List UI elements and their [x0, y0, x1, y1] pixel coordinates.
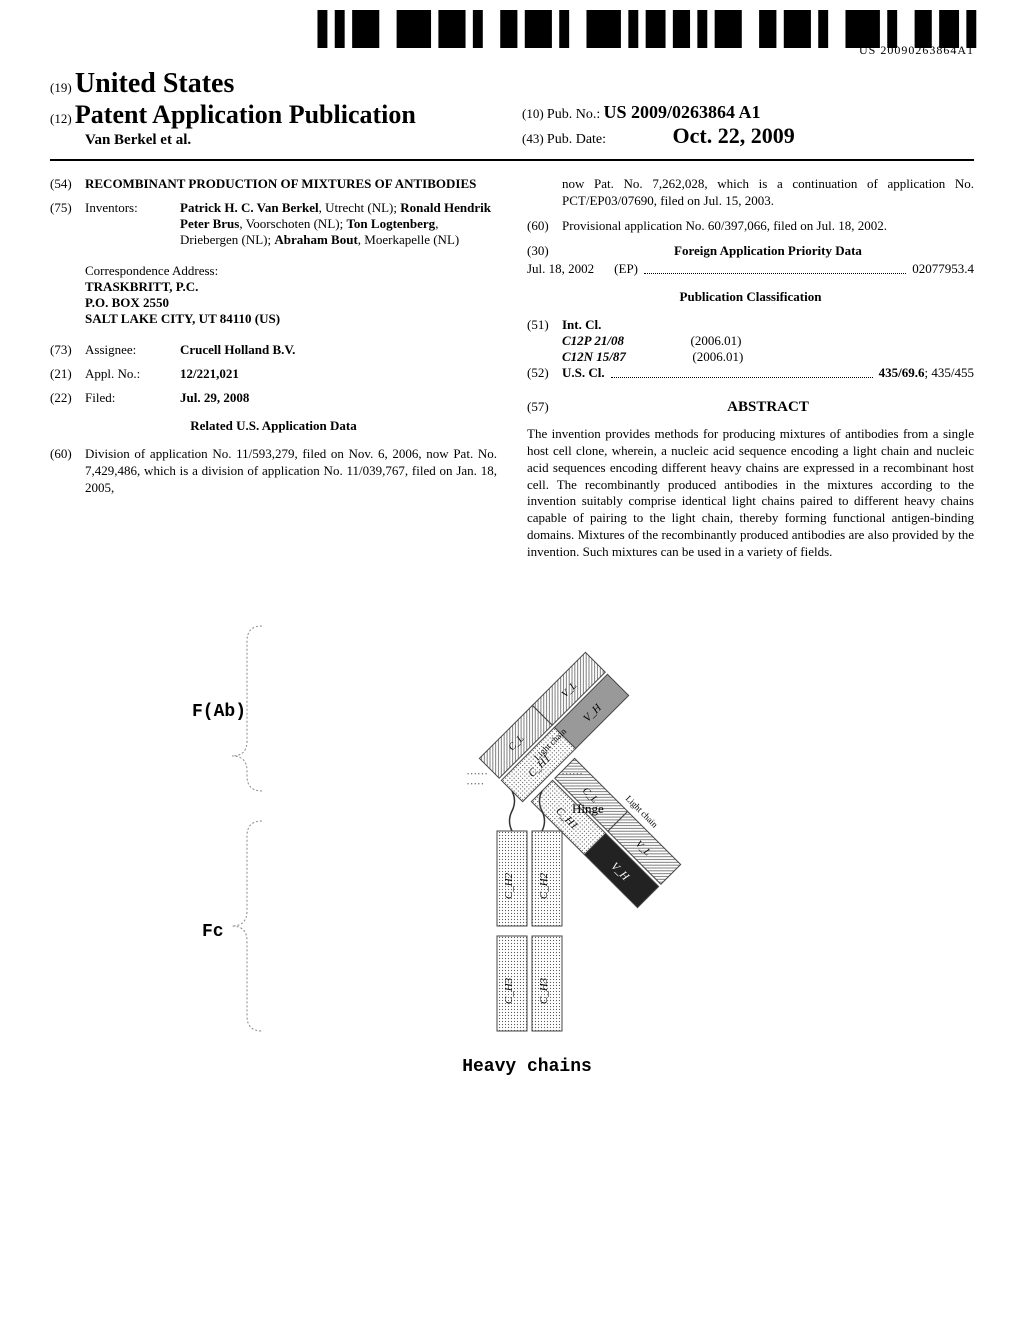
svg-text:• • • • • •: • • • • • • — [467, 772, 487, 778]
country-prefix: (19) — [50, 80, 72, 95]
uscl-field: (52) U.S. Cl. 435/69.6 ; 435/455 — [527, 365, 974, 381]
divider — [50, 159, 974, 161]
antibody-diagram: F(Ab) Fc C_H1 V_H C_L V_L Light chain C_… — [162, 591, 862, 1091]
related-field: (60) Division of application No. 11/593,… — [50, 446, 497, 497]
svg-text:• • • • • •: • • • • • • — [562, 772, 582, 778]
abstract-num: (57) — [527, 399, 562, 415]
classification-header: Publication Classification — [527, 289, 974, 305]
foreign-country: (EP) — [614, 261, 638, 277]
inventors-num: (75) — [50, 200, 85, 248]
barcode-section: ▌▌█▌▐█▌█▌▌▐▌█▌▌▐█▌▌█▐▌▌█▌▐▌█▌▌▐█▌▌▐▌█▐ U… — [50, 20, 974, 58]
svg-text:• • • • •: • • • • • — [467, 782, 484, 788]
correspondence-city: SALT LAKE CITY, UT 84110 (US) — [85, 311, 497, 327]
publication-number: US 2009/0263864 A1 — [603, 102, 760, 122]
foreign-num: (30) — [527, 243, 562, 259]
filed-date: Jul. 29, 2008 — [180, 390, 249, 405]
right-column: now Pat. No. 7,262,028, which is a conti… — [527, 176, 974, 561]
inventors-field: (75) Inventors: Patrick H. C. Van Berkel… — [50, 200, 497, 248]
country-name: United States — [75, 68, 234, 99]
intcl-cls2: C12N 15/87 — [562, 349, 626, 364]
fc-label: Fc — [202, 922, 224, 942]
inventor-3: Ton Logtenberg — [346, 216, 435, 231]
title-field: (54) RECOMBINANT PRODUCTION OF MIXTURES … — [50, 176, 497, 192]
fab-label: F(Ab) — [192, 702, 246, 722]
intcl-num: (51) — [527, 317, 562, 365]
foreign-priority-row: Jul. 18, 2002 (EP) 02077953.4 — [527, 261, 974, 277]
provisional-num: (60) — [527, 218, 562, 235]
provisional-field: (60) Provisional application No. 60/397,… — [527, 218, 974, 235]
barcode-graphic: ▌▌█▌▐█▌█▌▌▐▌█▌▌▐█▌▌█▐▌▌█▌▐▌█▌▌▐█▌▌▐▌█▐ — [50, 20, 974, 39]
svg-text:C_H2: C_H2 — [538, 872, 550, 899]
assignee-num: (73) — [50, 342, 85, 358]
inventor-1: Patrick H. C. Van Berkel — [180, 200, 319, 215]
assignee-field: (73) Assignee: Crucell Holland B.V. — [50, 342, 497, 358]
applno-label: Appl. No.: — [85, 366, 180, 382]
foreign-appno: 02077953.4 — [912, 261, 974, 277]
uscl-primary: 435/69.6 — [879, 365, 925, 381]
svg-text:C_H3: C_H3 — [538, 977, 550, 1004]
pubdate-prefix: (43) — [522, 131, 544, 146]
filed-label: Filed: — [85, 390, 180, 406]
applno-value: 12/221,021 — [180, 366, 239, 381]
dots — [644, 261, 906, 274]
uscl-label: U.S. Cl. — [562, 365, 605, 381]
filed-num: (22) — [50, 390, 85, 406]
heavy-chains-label: Heavy chains — [462, 1057, 592, 1077]
publication-type: Patent Application Publication — [75, 100, 416, 129]
applno-field: (21) Appl. No.: 12/221,021 — [50, 366, 497, 382]
correspondence-name: TRASKBRITT, P.C. — [85, 279, 497, 295]
author-line: Van Berkel et al. — [50, 132, 502, 149]
inventor-4: Abraham Bout — [274, 232, 357, 247]
uscl-secondary: ; 435/455 — [925, 365, 974, 381]
foreign-header: Foreign Application Priority Data — [562, 243, 974, 259]
intcl-cls1-year: (2006.01) — [691, 333, 742, 348]
provisional-text: Provisional application No. 60/397,066, … — [562, 218, 974, 235]
assignee-name: Crucell Holland B.V. — [180, 342, 295, 357]
intcl-cls1: C12P 21/08 — [562, 333, 624, 348]
header-row: (19) United States (12) Patent Applicati… — [50, 68, 974, 149]
foreign-field: (30) Foreign Application Priority Data — [527, 243, 974, 259]
continuation-text: now Pat. No. 7,262,028, which is a conti… — [562, 176, 974, 210]
figure-area: F(Ab) Fc C_H1 V_H C_L V_L Light chain C_… — [50, 591, 974, 1095]
svg-text:C_H2: C_H2 — [503, 872, 515, 899]
dots — [611, 365, 873, 378]
pubno-prefix: (10) — [522, 106, 544, 121]
foreign-date: Jul. 18, 2002 — [527, 261, 594, 277]
intcl-cls2-year: (2006.01) — [692, 349, 743, 364]
abstract-header: ABSTRACT — [562, 399, 974, 416]
intcl-field: (51) Int. Cl. C12P 21/08 (2006.01) C12N … — [527, 317, 974, 365]
svg-text:C_H3: C_H3 — [503, 977, 515, 1004]
related-text: Division of application No. 11/593,279, … — [85, 446, 497, 497]
left-column: (54) RECOMBINANT PRODUCTION OF MIXTURES … — [50, 176, 497, 561]
related-num: (60) — [50, 446, 85, 497]
uscl-num: (52) — [527, 365, 562, 381]
inventors-label: Inventors: — [85, 200, 180, 248]
content-columns: (54) RECOMBINANT PRODUCTION OF MIXTURES … — [50, 176, 974, 561]
correspondence-box: P.O. BOX 2550 — [85, 295, 497, 311]
intcl-label: Int. Cl. — [562, 317, 601, 332]
pubdate-label: Pub. Date: — [547, 132, 606, 147]
filed-field: (22) Filed: Jul. 29, 2008 — [50, 390, 497, 406]
publication-date: Oct. 22, 2009 — [673, 123, 795, 148]
correspondence-address: Correspondence Address: TRASKBRITT, P.C.… — [85, 263, 497, 327]
hinge-label: Hinge — [572, 801, 604, 816]
related-header: Related U.S. Application Data — [50, 418, 497, 434]
inventors-list: Patrick H. C. Van Berkel, Utrecht (NL); … — [180, 200, 497, 248]
pubtype-prefix: (12) — [50, 111, 72, 126]
abstract-text: The invention provides methods for produ… — [527, 426, 974, 561]
applno-num: (21) — [50, 366, 85, 382]
pubno-label: Pub. No.: — [547, 107, 600, 122]
correspondence-label: Correspondence Address: — [85, 263, 218, 278]
title-num: (54) — [50, 176, 85, 192]
patent-title: RECOMBINANT PRODUCTION OF MIXTURES OF AN… — [85, 176, 497, 192]
assignee-label: Assignee: — [85, 342, 180, 358]
